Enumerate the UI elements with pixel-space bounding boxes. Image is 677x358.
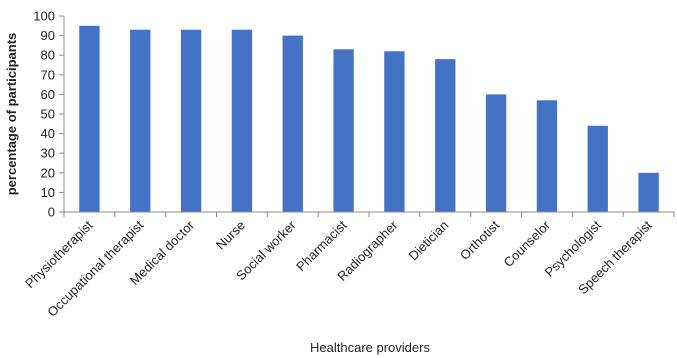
x-tick-label: Nurse <box>213 218 248 253</box>
y-tick-label: 60 <box>41 87 55 102</box>
bar-medical-doctor <box>180 29 202 212</box>
y-tick-label: 90 <box>41 28 55 43</box>
bar-speech-therapist <box>638 172 659 212</box>
bar-pharmacist <box>333 49 354 212</box>
y-tick-label: 80 <box>41 48 55 63</box>
x-tick-label: Occupational therapist <box>44 217 146 319</box>
y-tick-label: 50 <box>41 107 55 122</box>
y-tick-label: 100 <box>33 9 55 24</box>
y-tick-label: 10 <box>41 185 55 200</box>
y-axis-title: percentage of participants <box>4 33 19 196</box>
bar-orthotist <box>485 94 507 212</box>
bars <box>79 25 659 213</box>
y-axis-ticks: 0 10 20 30 40 50 60 70 80 90 100 <box>33 9 64 220</box>
y-tick-label: 40 <box>41 126 55 141</box>
bar-psychologist <box>587 125 608 212</box>
bar-nurse <box>231 29 253 212</box>
x-tick-label: Dietician <box>406 218 452 264</box>
x-axis-title: Healthcare providers <box>310 340 430 355</box>
bar-radiographer <box>384 51 405 212</box>
bar-dietician <box>435 59 456 213</box>
bar-social-worker <box>282 35 303 212</box>
bar-occupational-therapist <box>130 29 151 212</box>
y-tick-label: 70 <box>41 67 55 82</box>
y-tick-label: 20 <box>41 165 55 180</box>
y-tick-label: 30 <box>41 146 55 161</box>
bar-counselor <box>536 100 558 212</box>
x-tick-label: Counselor <box>501 217 554 270</box>
y-tick-label: 0 <box>48 205 55 220</box>
x-tick-label: Orthotist <box>457 217 503 263</box>
bar-physiotherapist <box>79 25 100 212</box>
